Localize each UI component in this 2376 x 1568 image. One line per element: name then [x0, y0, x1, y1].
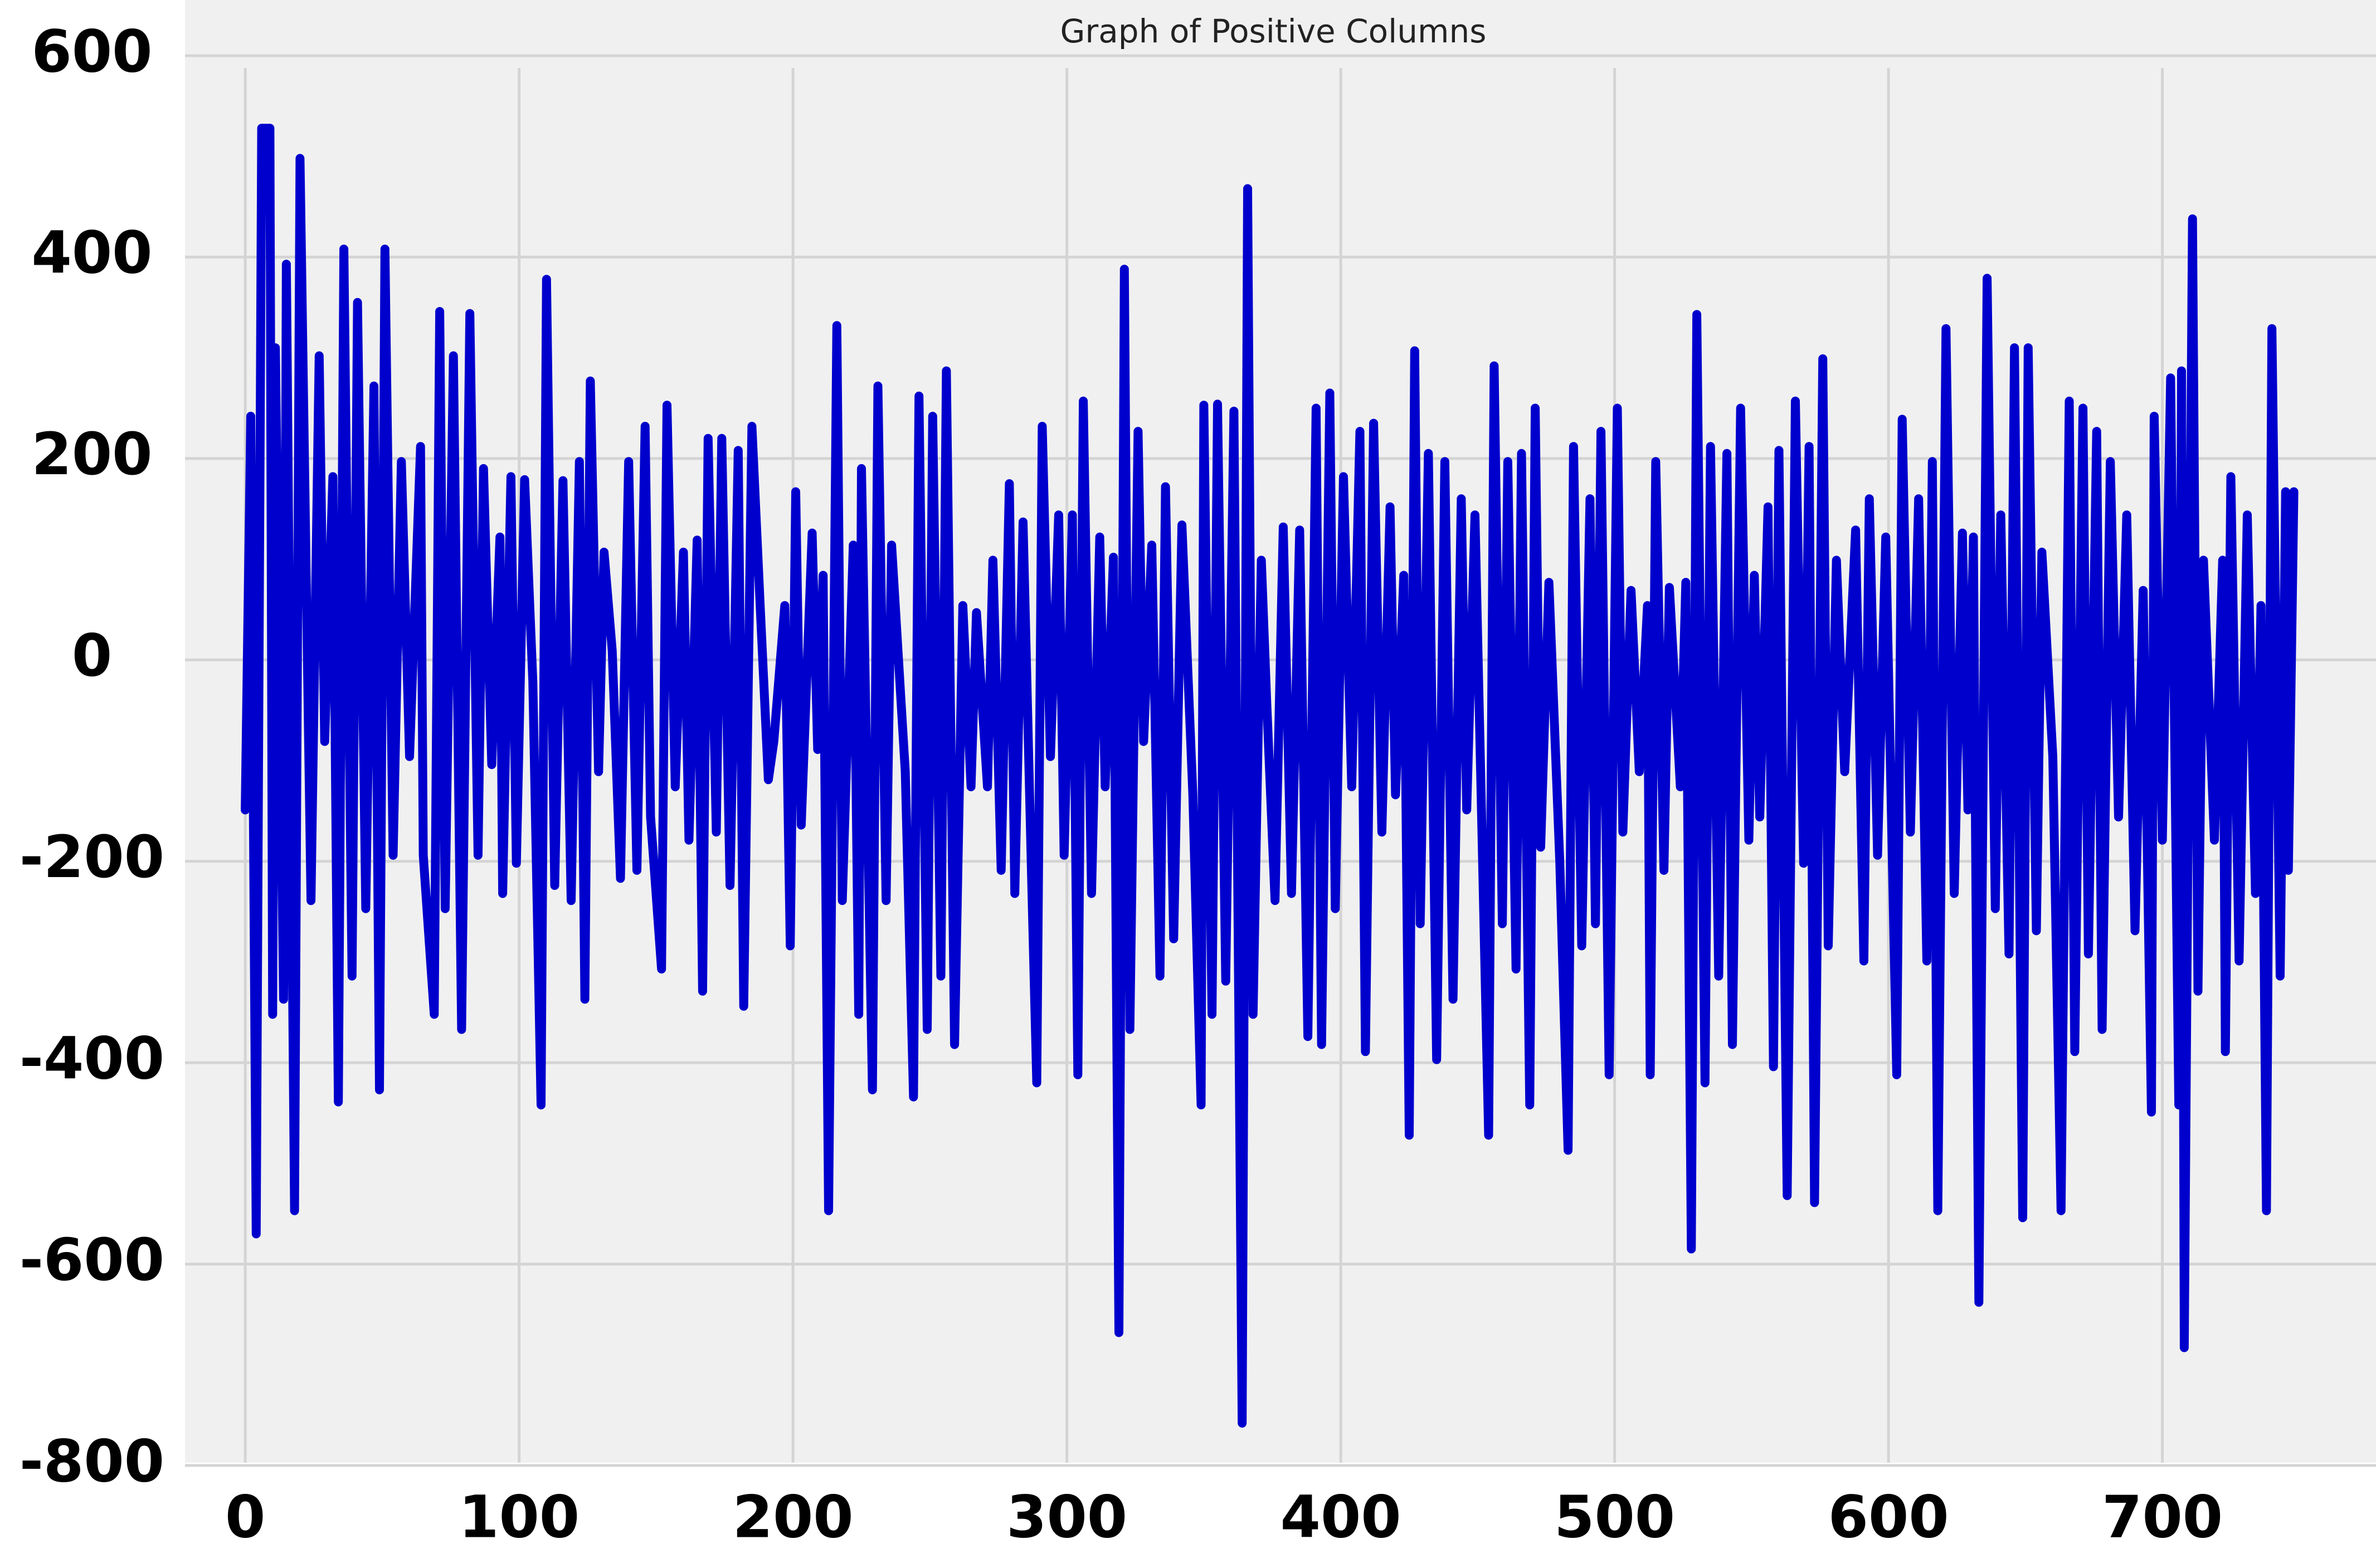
x-tick-label: 300: [1006, 1483, 1127, 1551]
y-tick-label: 200: [31, 420, 152, 488]
x-tick-label: 0: [225, 1483, 265, 1551]
y-tick-label: -200: [20, 823, 164, 891]
y-tick-label: 400: [31, 219, 152, 287]
y-tick-label: -400: [20, 1024, 164, 1092]
y-tick-label: 600: [31, 17, 152, 85]
data-line: [241, 124, 2299, 1428]
x-tick-label: 200: [733, 1483, 854, 1551]
x-tick-label: 400: [1280, 1483, 1401, 1551]
x-tick-label: 500: [1554, 1483, 1675, 1551]
x-tick-label: 600: [1828, 1483, 1949, 1551]
x-tick-label: 100: [459, 1483, 580, 1551]
y-tick-label: -800: [20, 1427, 164, 1495]
chart-title: Graph of Positive Columns: [1060, 12, 1486, 50]
y-tick-label: 0: [72, 622, 112, 690]
x-tick-label: 700: [2102, 1483, 2223, 1551]
y-tick-label: -600: [20, 1226, 164, 1294]
